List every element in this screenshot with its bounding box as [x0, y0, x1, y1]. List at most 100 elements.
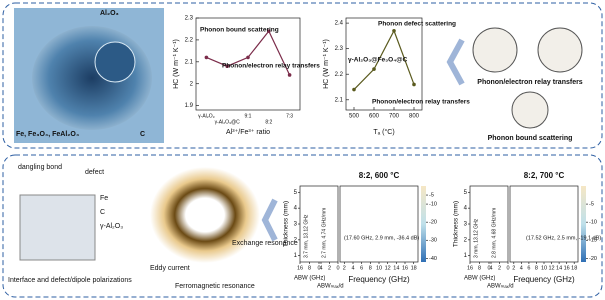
label: Phonon/electron relay transfers	[477, 79, 583, 86]
cbar-tick-label: -5	[589, 202, 594, 208]
y-axis-label: Thickness (mm)	[453, 201, 460, 247]
x-axis-label: ABWₘₐₓ/d	[317, 284, 344, 290]
y-axis-label: HC (W m⁻¹ K⁻¹)	[173, 39, 180, 89]
point	[412, 83, 416, 87]
annotation: Phonon/electron relay transfers	[372, 99, 470, 106]
chevron	[450, 40, 462, 84]
label: Fe	[100, 195, 108, 202]
x-tick-label: 8	[369, 265, 372, 271]
x-tick-label: 2	[328, 265, 331, 271]
sem-core	[95, 42, 135, 82]
x-axis-label: ABW (GHz)	[294, 276, 325, 282]
point	[205, 56, 209, 60]
x-tick-label: 16	[564, 265, 570, 271]
x-tick-label: 8	[535, 265, 538, 271]
x-tick-label: 4	[319, 265, 322, 271]
x-tick-label: 8	[308, 265, 311, 271]
annotation: (17.60 GHz, 2.9 mm, -36.4 dB)	[344, 235, 419, 241]
y-tick-label: 3	[464, 222, 468, 228]
point	[288, 73, 292, 77]
label: Fe, Fe₃O₄, FeAl₂O₄	[16, 131, 79, 138]
point	[392, 29, 396, 33]
x-tick-label: 2	[498, 265, 501, 271]
panel-title: 8:2, 700 °C	[524, 171, 565, 180]
sem-sphere	[32, 26, 152, 130]
x-tick-label: 16	[402, 265, 408, 271]
colorbar	[581, 186, 586, 262]
y-tick-label: 2.4	[335, 21, 344, 27]
y-axis-label: Thickness (mm)	[283, 201, 290, 247]
y-tick-label: 3	[294, 222, 298, 228]
x-tick-label: 9:1	[245, 113, 252, 119]
x-axis-label: Tₐ (°C)	[373, 128, 394, 136]
figure: Al₂O₃ Fe, Fe₃O₄, FeAl₂O₄ C Phonon/electr…	[0, 0, 605, 300]
y-tick-label: 2	[464, 237, 468, 243]
x-tick-label: 0	[506, 265, 509, 271]
label: C	[100, 209, 105, 216]
x-tick-label: 14	[556, 265, 562, 271]
x-tick-label: 2	[343, 265, 346, 271]
annotation: Phonon/electron relay transfers	[222, 63, 320, 70]
cbar-tick-label: -20	[429, 220, 437, 226]
label: dangling bond	[18, 164, 62, 171]
label: C	[140, 131, 145, 138]
cbar-tick-label: -30	[429, 238, 437, 244]
x-axis-label: ABW (GHz)	[464, 276, 495, 282]
cbar-tick-label: -20	[589, 256, 597, 262]
label: defect	[85, 169, 104, 176]
y-tick-label: 2.2	[185, 37, 194, 43]
annotation: Phonon bound scattering	[200, 27, 279, 34]
cbar-tick-label: -10	[589, 220, 597, 226]
y-tick-label: 2.3	[185, 16, 194, 22]
x-tick-label: 8:2	[265, 119, 272, 125]
x-tick-label: 8	[478, 265, 481, 271]
plot-frame	[346, 18, 422, 110]
x-tick-label: 4	[489, 265, 492, 271]
x-tick-label: γ-Al₂O₃@C	[215, 119, 241, 125]
x-tick-label: 10	[376, 265, 382, 271]
ring	[150, 167, 260, 263]
panel-title: 8:2, 600 °C	[359, 171, 400, 180]
x-tick-label: 12	[548, 265, 554, 271]
y-tick-label: 2	[190, 81, 194, 87]
x-tick-label: 10	[541, 265, 547, 271]
y-axis-label: HC (W m⁻¹ K⁻¹)	[323, 39, 330, 89]
annotation: γ-Al₂O₃@Fe₃O₄@C	[348, 57, 408, 64]
particle	[512, 92, 548, 128]
chevron	[265, 200, 275, 240]
label: Eddy current	[150, 265, 190, 272]
annotation: Phonon defect scattering	[378, 21, 456, 28]
lattice	[20, 195, 95, 260]
y-tick-label: 2.1	[335, 97, 344, 103]
annotation: 3 mm, 13.12 GHz	[473, 218, 479, 258]
heatmap	[340, 186, 418, 262]
x-tick-label: γ-Al₂O₃	[198, 113, 214, 119]
x-tick-label: 16	[297, 265, 303, 271]
label: Phonon bound scattering	[488, 135, 573, 142]
x-tick-label: 18	[571, 265, 577, 271]
x-axis-label: Al³⁺/Fe³⁺ ratio	[226, 129, 270, 136]
x-tick-label: 7:3	[286, 113, 293, 119]
y-tick-label: 1.9	[185, 103, 194, 109]
x-tick-label: 6	[360, 265, 363, 271]
x-axis-label: Frequency (GHz)	[513, 275, 575, 284]
annotation: 3.7 mm, 13.12 GHz	[303, 214, 309, 258]
y-tick-label: 5	[294, 190, 298, 196]
x-tick-label: 6	[527, 265, 530, 271]
particle	[473, 28, 517, 72]
y-tick-label: 2.1	[185, 59, 194, 65]
x-tick-label: 700	[389, 114, 400, 120]
x-tick-label: 18	[411, 265, 417, 271]
label: Ferromagnetic resonance	[175, 283, 255, 290]
y-tick-label: 4	[464, 206, 468, 212]
x-tick-label: 16	[467, 265, 473, 271]
y-tick-label: 4	[294, 206, 298, 212]
x-tick-label: 4	[520, 265, 523, 271]
cbar-tick-label: -40	[429, 256, 437, 262]
particle	[538, 28, 582, 72]
point	[372, 67, 376, 71]
annotation: 2.7 mm, 4.74 GHz/mm	[321, 208, 327, 258]
x-tick-label: 14	[393, 265, 399, 271]
annotation: 2.8 mm, 4.68 GHz/mm	[491, 208, 497, 258]
y-tick-label: 5	[464, 190, 468, 196]
